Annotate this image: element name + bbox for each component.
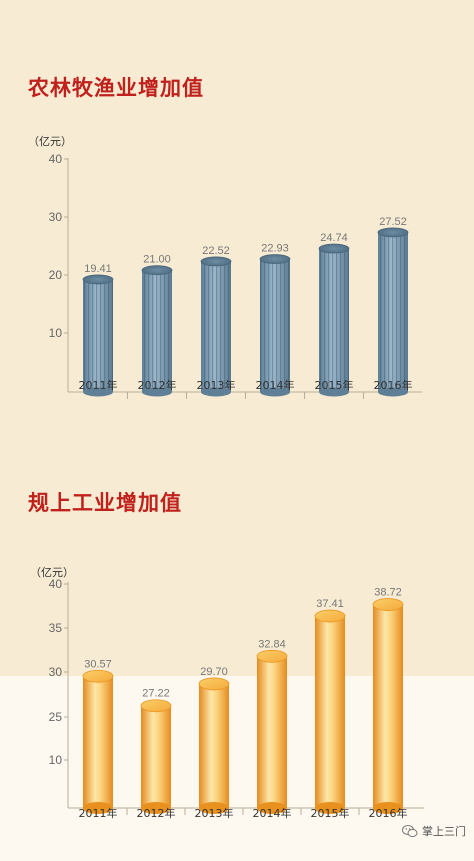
bar-5 — [314, 609, 346, 814]
x-tick-label-3: 2013年 — [197, 378, 236, 392]
bar-body — [315, 616, 345, 808]
value-label-3: 29.70 — [200, 666, 228, 678]
bar-2 — [140, 699, 172, 814]
bar-top — [259, 254, 291, 264]
y-axis-unit-label: （亿元） — [28, 135, 72, 148]
y-tick-label: 35 — [49, 621, 63, 635]
value-label-6: 27.52 — [379, 216, 407, 228]
bar-base — [83, 802, 113, 814]
bar-6 — [372, 598, 404, 814]
watermark: 掌上三门 — [402, 823, 466, 839]
value-label-2: 27.22 — [142, 688, 170, 700]
y-tick-label: 10 — [49, 326, 63, 340]
bar-2 — [141, 265, 173, 397]
bar-base — [141, 802, 171, 814]
bar-top — [141, 265, 173, 276]
x-tick-label-4: 2014年 — [256, 378, 295, 392]
section-title-industry: 规上工业增加值 — [28, 491, 182, 515]
x-tick-label-1: 2011年 — [79, 378, 118, 392]
bar-top — [82, 669, 114, 683]
bar-flutes — [83, 279, 113, 392]
bar-body — [199, 683, 229, 808]
value-label-2: 21.00 — [143, 254, 171, 266]
value-label-6: 38.72 — [374, 587, 402, 599]
y-tick-label: 30 — [49, 210, 63, 224]
value-label-3: 22.52 — [202, 245, 230, 257]
section-title-agriculture: 农林牧渔业增加值 — [28, 76, 204, 100]
x-tick-label-6: 2016年 — [374, 378, 413, 392]
bar-body — [141, 705, 171, 808]
value-label-5: 24.74 — [320, 232, 348, 244]
bar-5 — [318, 243, 350, 397]
x-tick-label-5: 2015年 — [311, 806, 350, 820]
bar-body — [257, 656, 287, 808]
wechat-icon — [402, 824, 418, 838]
bar-1 — [82, 274, 114, 397]
x-tick-label-2: 2012年 — [138, 378, 177, 392]
y-tick-label: 10 — [49, 753, 63, 767]
bar-body — [83, 676, 113, 808]
bar-3 — [198, 677, 230, 814]
bar-base — [315, 802, 345, 814]
bar-base — [257, 802, 287, 814]
bar-top — [200, 256, 232, 267]
bar-4 — [259, 254, 291, 397]
x-tick-label-4: 2014年 — [253, 806, 292, 820]
bar-base — [319, 387, 349, 397]
bar-top — [82, 274, 114, 285]
bar-top — [377, 227, 409, 238]
x-tick-label-5: 2015年 — [315, 378, 354, 392]
bar-flutes — [201, 261, 231, 392]
bar-flutes — [142, 270, 172, 392]
bar-top — [198, 677, 230, 691]
bar-base — [83, 387, 113, 397]
x-tick-label-3: 2013年 — [195, 806, 234, 820]
bar-top — [140, 699, 172, 713]
bar-1 — [82, 669, 114, 814]
bar-flutes — [260, 259, 290, 392]
bar-top — [256, 649, 288, 663]
x-tick-label-2: 2012年 — [137, 806, 176, 820]
value-label-5: 37.41 — [316, 598, 344, 610]
bar-base — [378, 387, 408, 397]
bar-top — [318, 243, 350, 254]
value-label-1: 19.41 — [84, 263, 112, 275]
bar-flutes — [319, 248, 349, 392]
bar-base — [142, 387, 172, 397]
bar-top — [314, 609, 346, 623]
bar-base — [260, 387, 290, 397]
y-axis-unit-label: （亿元） — [30, 566, 74, 579]
agriculture-bar-chart: （亿元） 10 20 30 40 19.41 2011年 21.00 2012年 22.52 201… — [28, 135, 422, 399]
y-tick-label: 30 — [49, 665, 63, 679]
bar-flutes — [378, 232, 408, 392]
x-tick-label-6: 2016年 — [369, 806, 408, 820]
bar-body — [373, 604, 403, 808]
watermark-text: 掌上三门 — [422, 825, 466, 838]
y-tick-label: 25 — [49, 710, 63, 724]
x-tick-label-1: 2011年 — [79, 806, 118, 820]
bar-base — [373, 802, 403, 814]
y-tick-label: 20 — [49, 268, 63, 282]
bar-4 — [256, 649, 288, 814]
bar-6 — [377, 227, 409, 397]
value-label-1: 30.57 — [84, 658, 112, 670]
bar-base — [201, 387, 231, 397]
y-tick-label: 40 — [49, 577, 63, 591]
bar-3 — [200, 256, 232, 397]
value-label-4: 32.84 — [258, 638, 286, 650]
y-tick-label: 40 — [49, 152, 63, 166]
bar-base — [199, 802, 229, 814]
bar-top — [372, 598, 404, 611]
value-label-4: 22.93 — [261, 243, 289, 255]
